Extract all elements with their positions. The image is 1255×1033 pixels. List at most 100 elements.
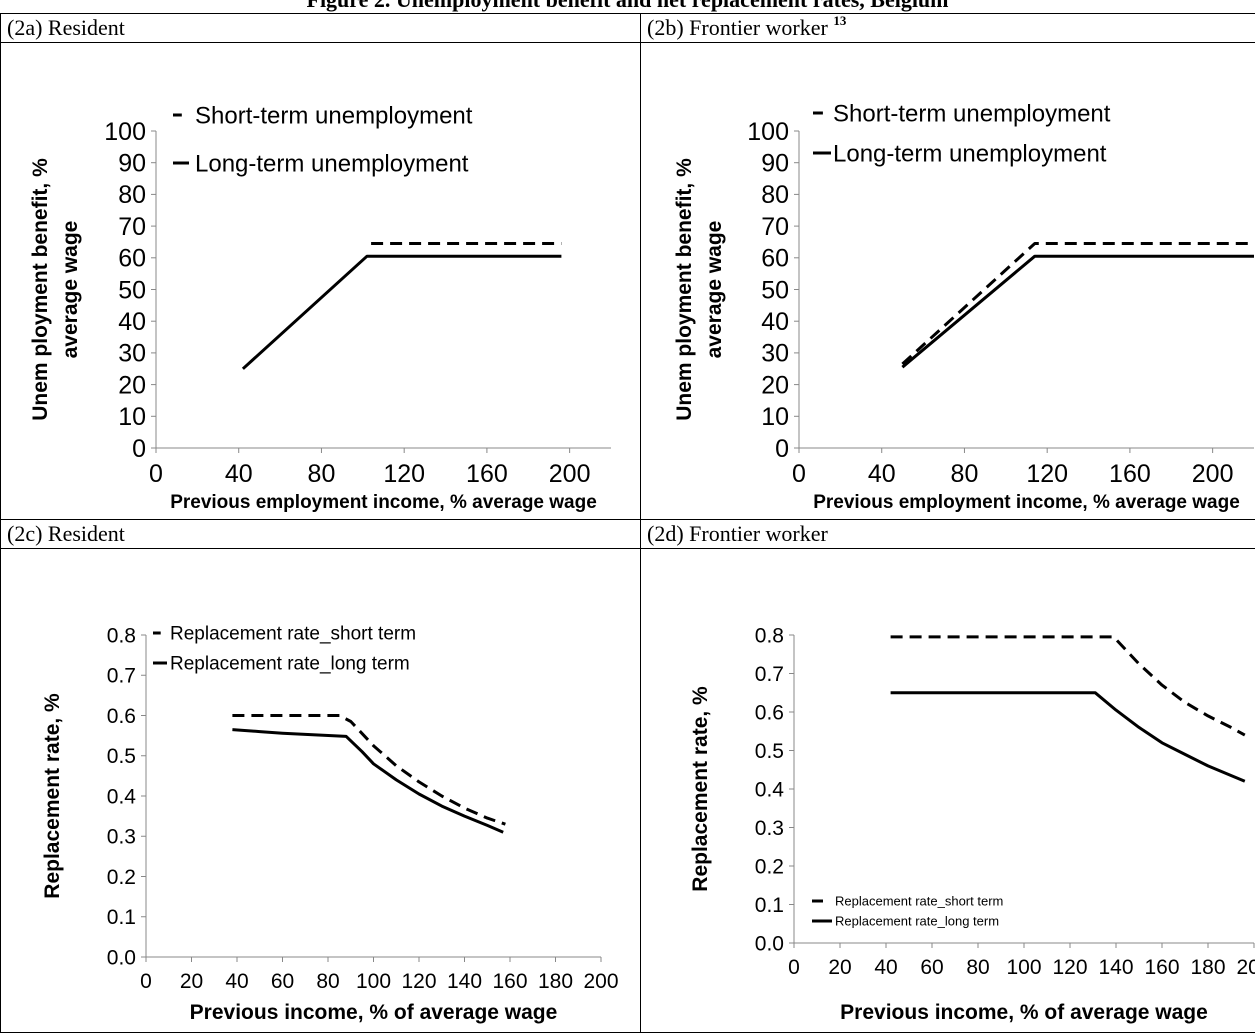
legend-label: Long-term unemployment (195, 150, 469, 177)
legend-label: Replacement rate_long term (170, 654, 410, 675)
y-tick-label: 30 (118, 340, 146, 368)
series-line (243, 256, 562, 369)
y-tick-label: 0.0 (755, 932, 784, 955)
x-tick-label: 40 (868, 460, 896, 488)
series-line (902, 256, 1254, 367)
y-tick-label: 0.8 (107, 624, 136, 647)
y-tick-label: 0.0 (107, 946, 136, 969)
y-tick-label: 0 (775, 435, 789, 463)
x-tick-label: 200 (1236, 956, 1255, 979)
legend-label: Replacement rate_short term (835, 894, 1003, 909)
x-tick-label: 140 (447, 970, 482, 993)
x-tick-label: 20 (180, 970, 203, 993)
x-tick-label: 80 (966, 956, 989, 979)
x-tick-label: 100 (1006, 956, 1041, 979)
y-tick-label: 0.2 (107, 866, 136, 889)
y-tick-label: 40 (761, 308, 789, 336)
y-axis-title: average wage (703, 221, 726, 359)
x-tick-label: 200 (1192, 460, 1234, 488)
x-tick-label: 0 (140, 970, 152, 993)
x-tick-label: 0 (788, 956, 800, 979)
x-axis-title: Previous income, % of average wage (840, 1001, 1208, 1024)
y-tick-label: 90 (761, 149, 789, 177)
y-tick-label: 100 (747, 118, 789, 146)
x-tick-label: 120 (1052, 956, 1087, 979)
y-tick-label: 0.2 (755, 855, 784, 878)
footnote-marker: 13 (833, 14, 846, 28)
y-tick-label: 0.8 (755, 624, 784, 647)
y-tick-label: 40 (118, 308, 146, 336)
legend-label: Replacement rate_short term (170, 624, 416, 645)
x-tick-label: 40 (225, 970, 248, 993)
x-tick-label: 160 (466, 460, 508, 488)
y-tick-label: 0.6 (755, 701, 784, 724)
y-tick-label: 0.5 (755, 740, 784, 763)
y-tick-label: 70 (761, 213, 789, 241)
legend-label: Short-term unemployment (833, 100, 1111, 127)
x-tick-label: 140 (1098, 956, 1133, 979)
x-axis-title: Previous income, % of average wage (190, 1001, 558, 1024)
y-tick-label: 0.3 (755, 817, 784, 840)
y-tick-label: 90 (118, 149, 146, 177)
x-tick-label: 80 (951, 460, 979, 488)
y-tick-label: 0.4 (755, 778, 785, 801)
legend-label: Replacement rate_long term (835, 914, 999, 929)
x-tick-label: 40 (874, 956, 897, 979)
x-tick-label: 200 (583, 970, 618, 993)
y-tick-label: 10 (118, 403, 146, 431)
x-tick-label: 120 (401, 970, 436, 993)
panel-caption-2b: (2b) Frontier worker 13 (641, 14, 1255, 43)
y-tick-label: 80 (118, 181, 146, 209)
panel-caption-2c: (2c) Resident (1, 520, 641, 549)
y-axis-title: Unem ployment benefit, % (673, 158, 696, 421)
x-tick-label: 180 (1190, 956, 1225, 979)
caption-text: (2c) Resident (7, 521, 125, 546)
x-tick-label: 0 (792, 460, 806, 488)
y-tick-label: 0.1 (755, 894, 784, 917)
x-tick-label: 60 (920, 956, 943, 979)
x-tick-label: 200 (549, 460, 591, 488)
x-tick-label: 160 (1109, 460, 1151, 488)
x-tick-label: 160 (1144, 956, 1179, 979)
series-line (902, 244, 1254, 365)
x-tick-label: 80 (308, 460, 336, 488)
y-tick-label: 0.7 (755, 663, 784, 686)
y-axis-title: Replacement rate, % (41, 693, 64, 899)
caption-text: (2b) Frontier worker (647, 15, 833, 40)
y-tick-label: 20 (118, 371, 146, 399)
x-tick-label: 0 (149, 460, 163, 488)
x-tick-label: 100 (356, 970, 391, 993)
x-axis-title: Previous employment income, % average wa… (170, 492, 597, 513)
x-tick-label: 160 (492, 970, 527, 993)
series-line (891, 637, 1245, 735)
y-tick-label: 70 (118, 213, 146, 241)
x-tick-label: 40 (225, 460, 253, 488)
y-tick-label: 30 (761, 340, 789, 368)
y-tick-label: 0.4 (107, 785, 137, 808)
legend-label: Long-term unemployment (833, 140, 1107, 167)
y-tick-label: 50 (761, 276, 789, 304)
y-axis-title: average wage (59, 221, 82, 359)
y-axis-title: Unem ployment benefit, % (29, 158, 52, 421)
legend-label: Short-term unemployment (195, 102, 473, 129)
y-tick-label: 0.6 (107, 705, 136, 728)
panel-caption-2d: (2d) Frontier worker (641, 520, 1255, 549)
caption-text: (2d) Frontier worker (647, 521, 828, 546)
x-tick-label: 80 (316, 970, 339, 993)
y-tick-label: 0.5 (107, 745, 136, 768)
y-tick-label: 10 (761, 403, 789, 431)
y-tick-label: 0.7 (107, 665, 136, 688)
x-axis-title: Previous employment income, % average wa… (813, 492, 1240, 513)
caption-text: (2a) Resident (7, 15, 125, 40)
x-tick-label: 180 (538, 970, 573, 993)
y-tick-label: 80 (761, 181, 789, 209)
